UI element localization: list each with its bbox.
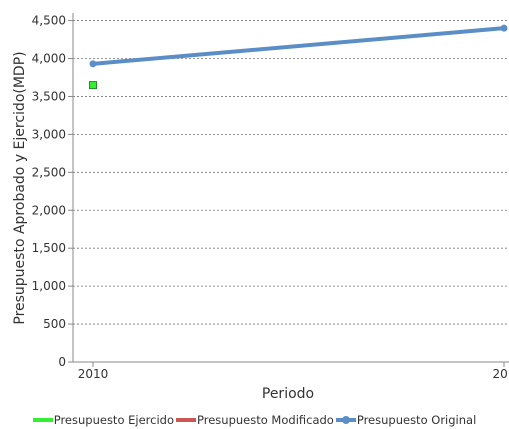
legend-item[interactable]: Presupuesto Modificado (176, 413, 334, 427)
y-tick-label: 2,000 (32, 203, 66, 217)
y-tick-label: 500 (43, 317, 66, 331)
legend-symbol (32, 415, 53, 425)
legend-item[interactable]: Presupuesto Ejercido (32, 413, 175, 427)
chart: 0 500 1,000 1,500 2,000 2,500 3,000 3,500 4,000 4… (12, 13, 509, 402)
y-tick-label: 4,000 (32, 52, 66, 66)
legend-item[interactable]: Presupuesto Original (335, 413, 477, 427)
x-axis-title: Periodo (262, 386, 314, 402)
data-point (89, 81, 97, 90)
grid-lines (73, 20, 509, 325)
y-tick-label: 4,500 (32, 14, 66, 28)
legend-label: Presupuesto Modificado (197, 413, 334, 427)
x-tick-label: 201 (493, 367, 509, 381)
y-tick-label: 1,000 (32, 279, 66, 293)
y-tick-label: 3,500 (32, 89, 66, 103)
y-tick-label: 1,500 (32, 241, 66, 255)
data-point (89, 60, 97, 68)
legend-label: Presupuesto Ejercido (53, 413, 175, 427)
legend: Presupuesto Ejercido Presupuesto Modifica… (0, 411, 509, 429)
x-tick-label: 2010 (78, 367, 109, 381)
y-axis-title: Presupuesto Aprobado y Ejercido(MDP) (12, 51, 28, 324)
data-point (500, 24, 508, 32)
y-tick-label: 3,000 (32, 127, 66, 141)
series-line (91, 26, 506, 66)
series-group (89, 24, 508, 90)
legend-label: Presupuesto Original (356, 413, 477, 427)
y-tick-label: 2,500 (32, 165, 66, 179)
legend-symbol (176, 415, 197, 425)
y-axis-ticks: 0 500 1,000 1,500 2,000 2,500 3,000 3,500 4,000 4… (32, 14, 73, 369)
legend-symbol (335, 415, 356, 425)
x-axis-ticks: 2010 201 (78, 362, 509, 381)
y-tick-label: 0 (58, 355, 66, 369)
